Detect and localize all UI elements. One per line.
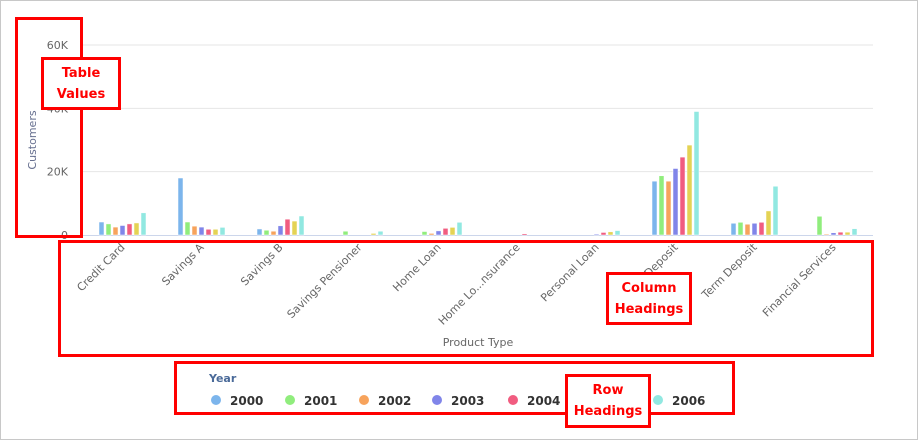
bar-2006: [851, 228, 858, 236]
y-tick-label: 60K: [47, 39, 69, 52]
legend-marker-2006: [653, 395, 663, 405]
bar-2005: [449, 227, 456, 236]
bar-2002: [744, 223, 751, 236]
bar-2001: [184, 221, 191, 236]
bar-2003: [751, 223, 758, 236]
bar-2003: [593, 233, 600, 236]
bar-2000: [256, 228, 263, 236]
bar-2000: [730, 223, 737, 236]
y-axis-title: Customers: [26, 110, 39, 169]
bar-2004: [600, 232, 607, 236]
bar-2002: [823, 233, 830, 236]
annotation-label-row-headings: Row Headings: [565, 374, 651, 428]
bar-2005: [765, 210, 772, 236]
bar-2001: [105, 223, 112, 236]
bar-2006: [456, 222, 463, 236]
bar-2001: [816, 216, 823, 236]
bar-2002: [428, 233, 435, 236]
bar-2003: [277, 225, 284, 236]
bar-2000: [177, 177, 184, 236]
bar-2005: [133, 222, 140, 236]
bar-2003: [672, 168, 679, 236]
annotation-box-row-headings: [174, 361, 735, 415]
bar-2004: [284, 218, 291, 236]
legend-marker-2002: [359, 395, 369, 405]
bar-2005: [844, 231, 851, 236]
bar-2005: [291, 220, 298, 236]
bar-2005: [370, 233, 377, 236]
bar-2004: [126, 223, 133, 236]
legend-item-2001: 2001: [304, 394, 337, 408]
bar-2003: [830, 232, 837, 236]
bar-2006: [772, 185, 779, 236]
bar-2006: [219, 227, 226, 236]
bar-2001: [263, 230, 270, 236]
bar-2005: [686, 144, 693, 236]
annotation-label-column-headings: Column Headings: [606, 272, 692, 325]
bar-2002: [191, 225, 198, 236]
bar-2002: [112, 226, 119, 236]
bar-2001: [421, 231, 428, 236]
bar-2004: [205, 229, 212, 236]
bar-2004: [758, 222, 765, 236]
bar-2004: [679, 156, 686, 236]
bar-2005: [212, 229, 219, 236]
x-axis-title: Product Type: [443, 336, 514, 349]
bar-2001: [658, 175, 665, 236]
bar-2006: [298, 215, 305, 236]
annotation-box-table-values: [15, 17, 83, 238]
legend-item-2004: 2004: [527, 394, 560, 408]
bar-2002: [270, 230, 277, 236]
bar-2002: [665, 180, 672, 236]
legend-item-2002: 2002: [378, 394, 411, 408]
bar-2000: [98, 221, 105, 236]
annotation-box-column-headings: [58, 240, 874, 357]
bar-2003: [198, 226, 205, 236]
bar-2006: [377, 230, 384, 236]
bar-2006: [614, 230, 621, 236]
bar-2001: [342, 230, 349, 236]
bar-2006: [693, 111, 700, 236]
legend-marker-2003: [432, 395, 442, 405]
legend-title: Year: [208, 372, 237, 385]
y-tick-label: 20K: [47, 166, 69, 179]
bar-2001: [737, 222, 744, 236]
bar-2004: [442, 228, 449, 236]
legend-item-2006: 2006: [672, 394, 705, 408]
legend-item-2000: 2000: [230, 394, 263, 408]
legend-marker-2001: [285, 395, 295, 405]
legend-marker-2000: [211, 395, 221, 405]
bar-2006: [140, 212, 147, 236]
bar-2000: [651, 180, 658, 236]
bar-2005: [607, 231, 614, 236]
annotation-label-table-values: Table Values: [41, 57, 121, 110]
bar-2003: [119, 225, 126, 236]
bar-2004: [521, 233, 528, 236]
legend-item-2003: 2003: [451, 394, 484, 408]
bar-2003: [435, 230, 442, 236]
legend-marker-2004: [508, 395, 518, 405]
bar-2004: [837, 231, 844, 236]
